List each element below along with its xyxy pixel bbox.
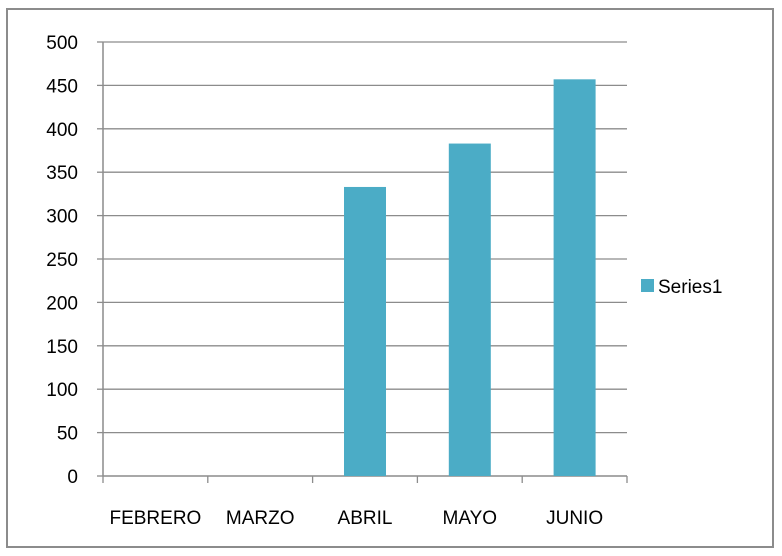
legend-swatch-series1: [641, 279, 654, 292]
chart-frame: [6, 8, 774, 548]
y-tick-label: 150: [46, 337, 78, 358]
y-tick-label: 300: [46, 207, 78, 228]
bar-mayo: [448, 143, 491, 476]
y-tick-label: 50: [57, 424, 78, 445]
y-tick-label: 400: [46, 120, 78, 141]
x-tick-labels: FEBRERO MARZO ABRIL MAYO JUNIO: [109, 508, 603, 529]
x-tick-label-abril: ABRIL: [338, 508, 393, 529]
y-tick-labels: 0 50 100 150 200 250 300 350 400 450 500: [46, 33, 78, 488]
y-tick-label: 200: [46, 293, 78, 314]
y-tick-label: 250: [46, 250, 78, 271]
y-tick-label: 450: [46, 76, 78, 97]
x-tick-label-febrero: FEBRERO: [109, 508, 201, 529]
legend: Series1: [641, 277, 722, 298]
bars: [344, 79, 596, 476]
bar-abril: [344, 186, 386, 476]
legend-label-series1: Series1: [658, 277, 722, 298]
gridlines: [103, 41, 627, 434]
y-tick-label: 350: [46, 163, 78, 184]
y-tick-label: 500: [46, 33, 78, 54]
y-tick-label: 0: [67, 467, 78, 488]
bar-junio: [553, 79, 596, 476]
x-tick-label-marzo: MARZO: [226, 508, 295, 529]
x-tick-label-mayo: MAYO: [443, 508, 498, 529]
x-tick-label-junio: JUNIO: [546, 508, 603, 529]
y-tick-label: 100: [46, 380, 78, 401]
